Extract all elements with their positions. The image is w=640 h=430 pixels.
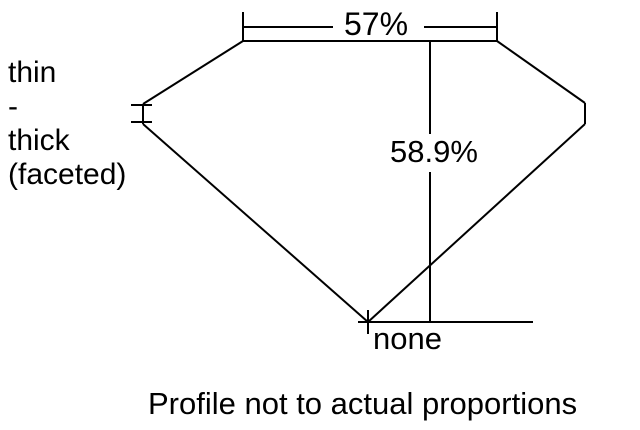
diamond-outline-group <box>142 40 586 323</box>
pavilion-right-line <box>367 123 586 323</box>
caption-text: Profile not to actual proportions <box>148 386 578 421</box>
table-percent-label: 57% <box>338 8 415 40</box>
girdle-thickness-ticks <box>131 104 152 123</box>
table-dimension-group <box>242 12 498 42</box>
crown-left-line <box>142 40 244 105</box>
culet-group <box>358 310 533 334</box>
girdle-thickness-label: thin - thick (faceted) <box>8 56 127 191</box>
pavilion-left-line <box>142 123 369 323</box>
depth-percent-label: 58.9% <box>385 134 483 169</box>
crown-right-line <box>496 40 586 104</box>
culet-label: none <box>373 321 442 356</box>
